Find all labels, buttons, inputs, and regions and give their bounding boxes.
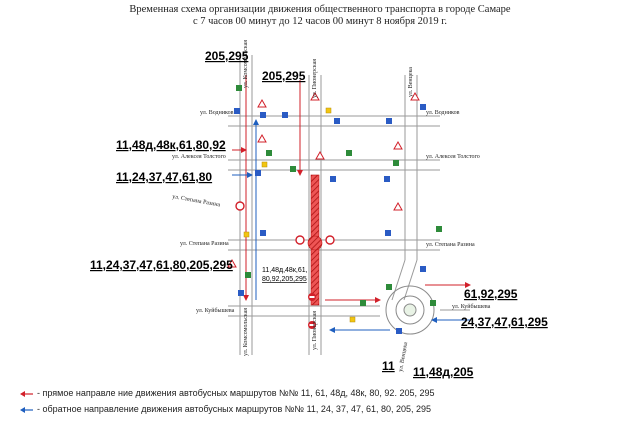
street-razina-w2: ул. Степана Разина	[180, 241, 229, 247]
street-kuybysheva-w: ул. Куйбышева	[196, 307, 235, 314]
legend-reverse: - обратное направление движения автобусн…	[20, 404, 431, 414]
street-kuybysheva-e: ул. Куйбышева	[452, 303, 491, 310]
street-razina-w1: ул. Степана Разина	[172, 194, 221, 208]
route-label-10: 11,48д,205	[413, 365, 474, 379]
forward-route-arrows	[232, 75, 471, 303]
street-tolstogo-e: ул. Алексея Толстого	[426, 154, 480, 160]
street-razina-e: ул. Степана Разина	[426, 242, 475, 248]
street-komsomolskaya-s: ул. Комсомольская	[243, 308, 249, 356]
street-vodnikov-e: ул. Водников	[426, 110, 460, 116]
no-entry-sign-icon	[235, 201, 335, 329]
street-venceka: ул. Венцека	[408, 67, 414, 97]
route-label-7: 61,92,295	[464, 287, 518, 301]
yellow-sign-icon	[243, 107, 356, 323]
red-arrow-icon	[20, 390, 33, 397]
street-komsomolskaya: ул. Комсомольская	[243, 40, 249, 88]
route-label-5: 11,24,37,47,61,80,205,295	[90, 258, 233, 272]
title-line-2: с 7 часов 00 минут до 12 часов 00 минут …	[192, 16, 448, 27]
bus-stop-icon	[236, 85, 442, 306]
route-label-2: 205,295	[262, 69, 306, 83]
route-label-6b: 80,92,205,295	[262, 276, 307, 283]
route-label-3: 11,48д,48к,61,80,92	[116, 138, 226, 152]
reverse-route-arrows	[232, 119, 470, 333]
route-label-1: 205,295	[205, 49, 249, 63]
legend-forward: - прямое направле ние движения автобусны…	[20, 388, 434, 398]
closed-node	[307, 235, 323, 251]
direction-sign-icon	[234, 104, 426, 334]
title-line-1: Временная схема организации движения общ…	[129, 4, 511, 15]
street-vodnikov-w: ул. Водников	[200, 110, 234, 116]
roundabout-icon	[385, 285, 435, 335]
street-tolstogo-w: ул. Алексея Толстого	[172, 154, 226, 160]
blue-arrow-icon	[20, 406, 33, 413]
prohibition-sign-icon	[227, 91, 420, 268]
route-label-9: 11	[382, 359, 395, 373]
legend-reverse-text: - обратное направление движения автобусн…	[37, 404, 432, 414]
street-pionerskaya-s: ул. Пионерская	[312, 311, 318, 350]
street-pionerskaya: ул. Пионерская	[312, 59, 318, 98]
street-venceka-s: ул. Венцека	[398, 341, 409, 372]
route-label-4: 11,24,37,47,61,80	[116, 170, 212, 184]
legend-forward-text: - прямое направле ние движения автобусны…	[37, 388, 435, 398]
route-label-8: 24,37,47,61,295	[461, 315, 548, 329]
route-label-6a: 11,48д,48к,61,	[262, 267, 308, 274]
